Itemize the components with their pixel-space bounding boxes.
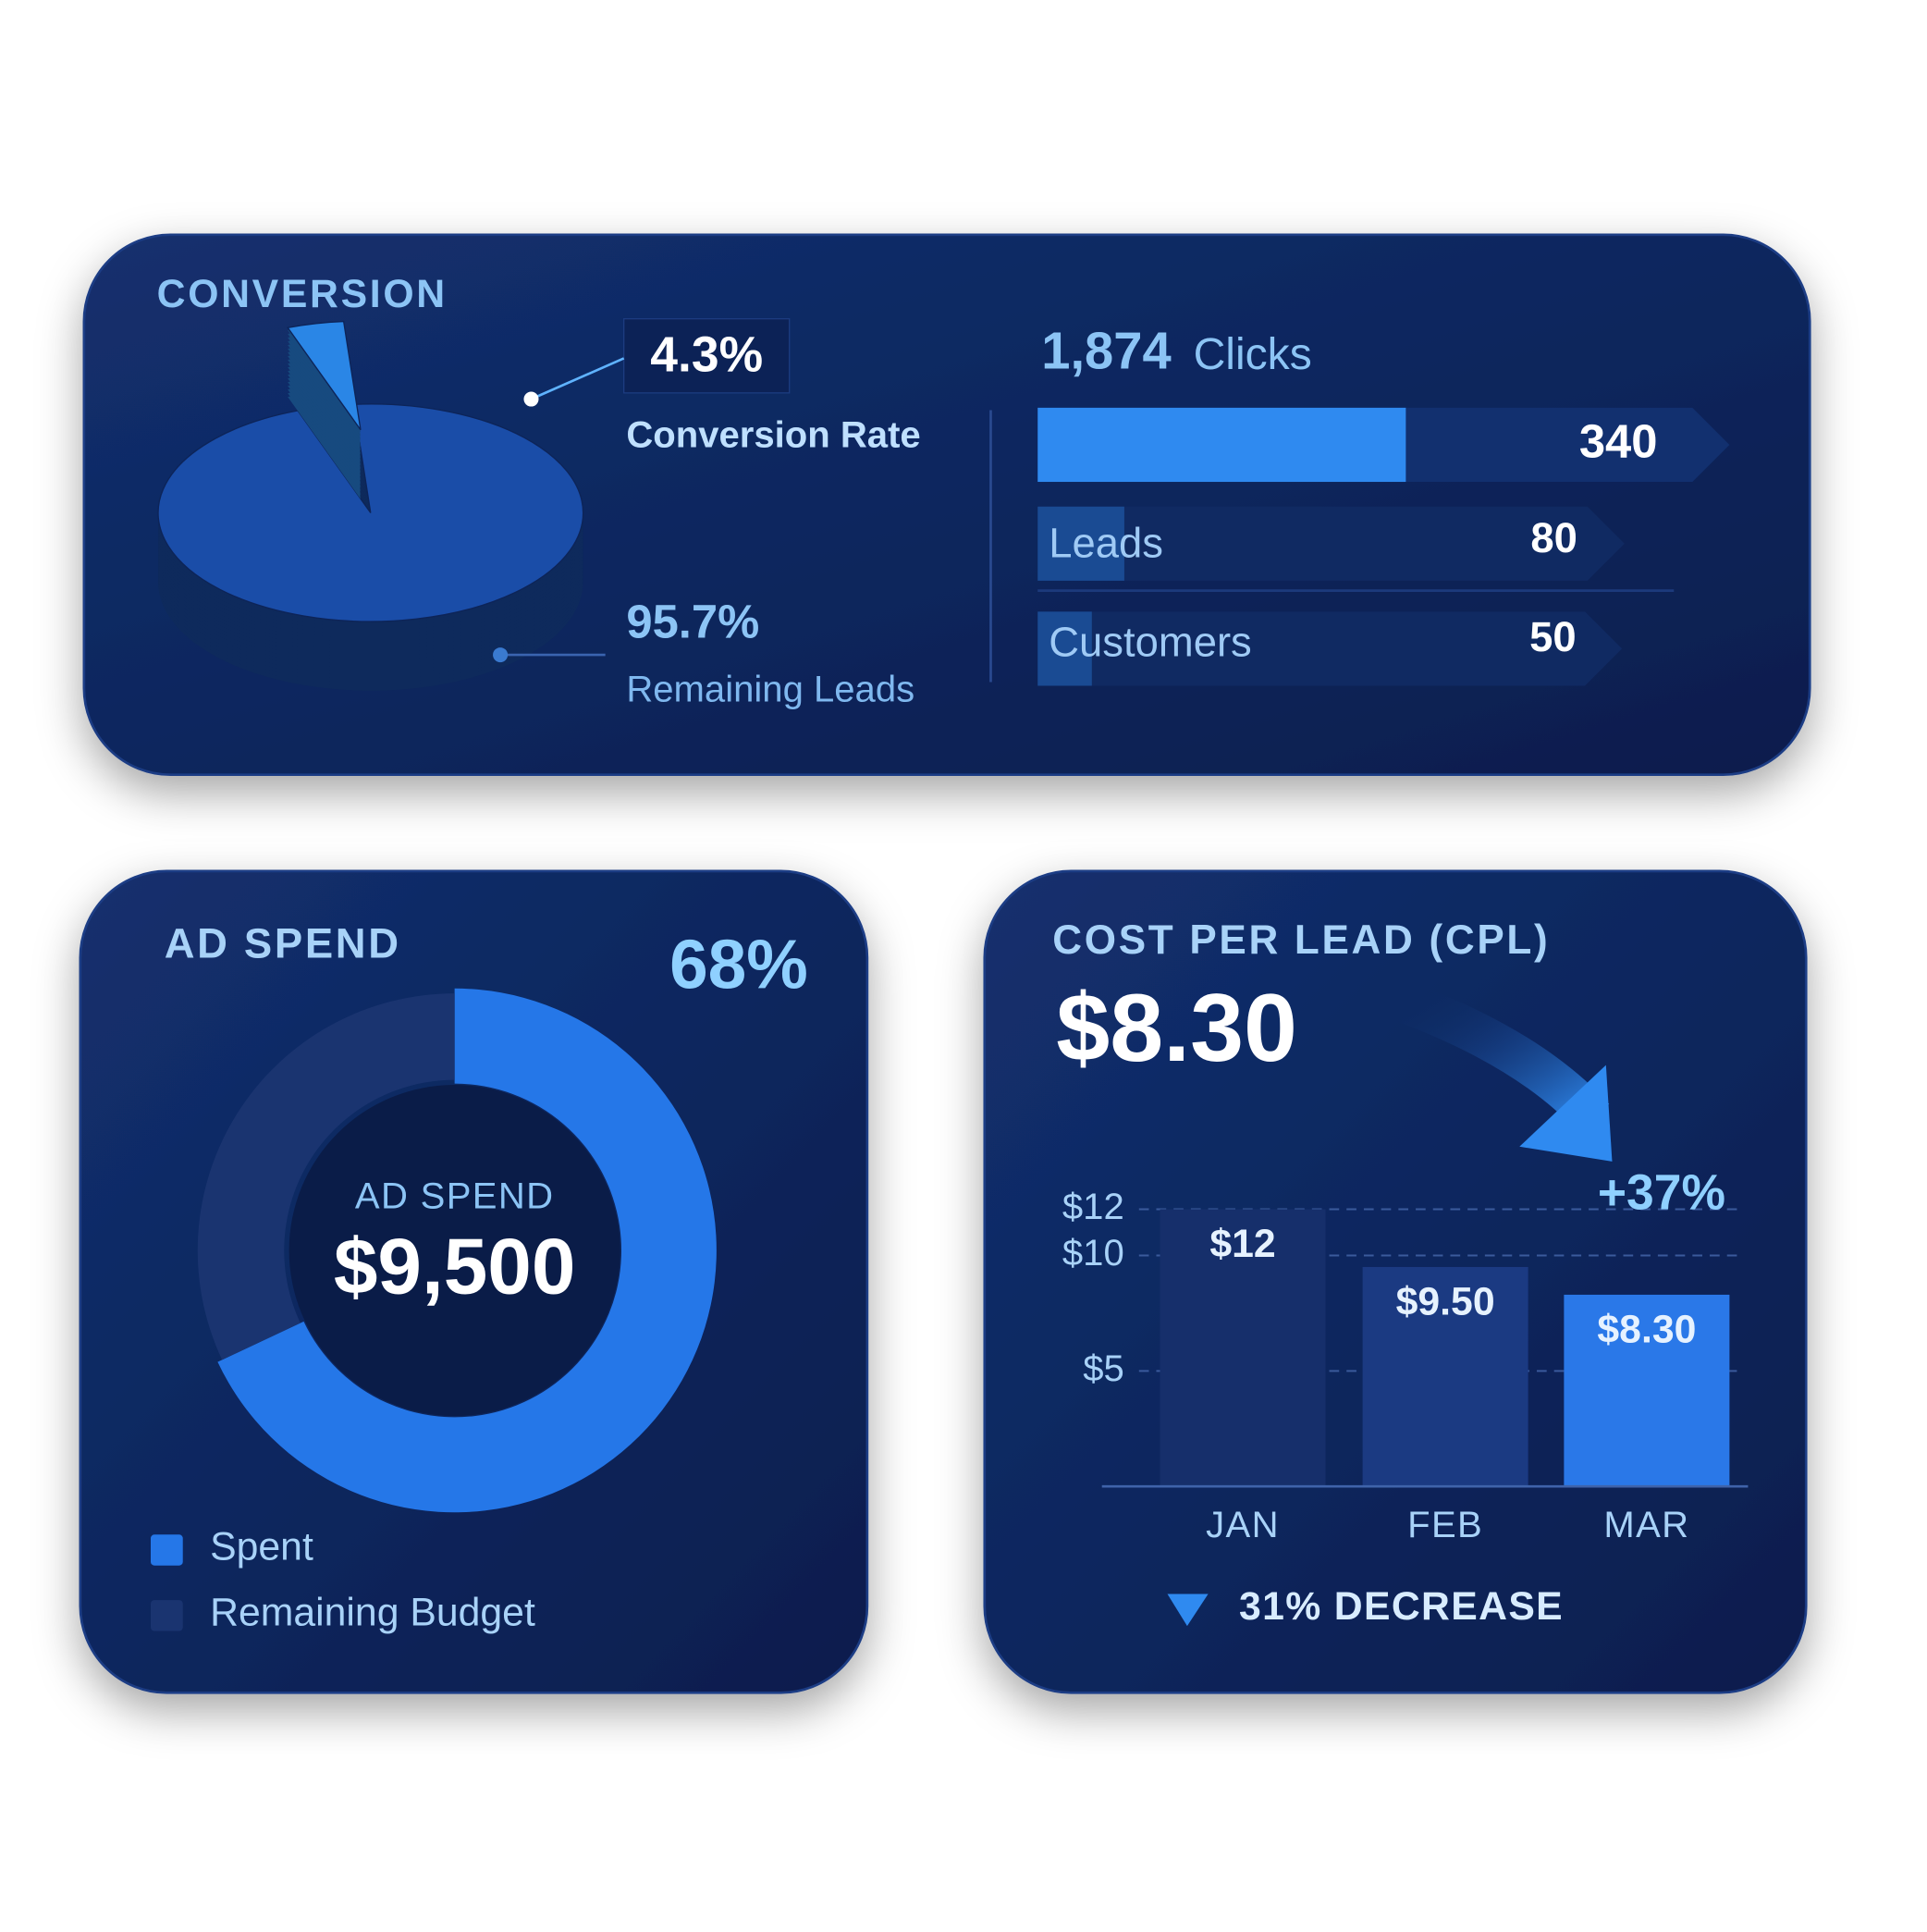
funnel-bar bbox=[1037, 506, 1124, 581]
leader-dot bbox=[523, 391, 539, 407]
value-label: 4.3% bbox=[650, 328, 763, 383]
center-value: $9,500 bbox=[334, 1224, 576, 1311]
total-unit: Clicks bbox=[1194, 329, 1312, 379]
bar-value-label: $8.30 bbox=[1597, 1307, 1696, 1351]
funnel-bar bbox=[1037, 407, 1406, 483]
funnel-row bbox=[1037, 506, 1625, 581]
trend-arrow-head bbox=[1519, 1064, 1613, 1162]
category-label: Remaining Leads bbox=[626, 670, 914, 710]
funnel-row bbox=[1037, 611, 1623, 686]
bar-value-label: $12 bbox=[1209, 1222, 1275, 1266]
funnel-value: 340 bbox=[1579, 414, 1658, 467]
x-tick-label: MAR bbox=[1603, 1505, 1689, 1545]
annotation: 31% DECREASE bbox=[1239, 1584, 1564, 1629]
chart-title: AD SPEND bbox=[165, 919, 401, 966]
bar bbox=[1362, 1266, 1528, 1487]
value-box bbox=[623, 318, 791, 394]
funnel-label: Leads bbox=[1049, 520, 1163, 567]
y-tick-label: $10 bbox=[1062, 1233, 1124, 1274]
y-tick-label: $5 bbox=[1083, 1348, 1124, 1389]
donut-segment bbox=[197, 993, 455, 1360]
x-tick-label: JAN bbox=[1206, 1505, 1280, 1545]
leader bbox=[530, 357, 625, 400]
pie-slice bbox=[287, 320, 362, 431]
pie-slice bbox=[157, 403, 584, 622]
value-label: 95.7% bbox=[626, 595, 759, 647]
legend-swatch bbox=[150, 1534, 183, 1566]
bar-value-label: $9.50 bbox=[1396, 1279, 1495, 1323]
chart-title: CONVERSION bbox=[157, 272, 448, 316]
legend-label: Remaining Budget bbox=[210, 1590, 535, 1634]
leader-dot bbox=[493, 647, 509, 663]
funnel-bar bbox=[1037, 611, 1092, 686]
annotation: +37% bbox=[1598, 1165, 1725, 1220]
category-label: Conversion Rate bbox=[626, 415, 920, 456]
center-label: AD SPEND bbox=[355, 1175, 555, 1216]
headline-value: $8.30 bbox=[1056, 975, 1297, 1082]
total-value: 1,874 bbox=[1041, 321, 1171, 379]
donut-segment bbox=[217, 988, 717, 1513]
bar bbox=[1564, 1294, 1730, 1487]
donut-hole bbox=[288, 1085, 620, 1417]
bar bbox=[1160, 1209, 1326, 1487]
legend-swatch bbox=[150, 1600, 183, 1631]
percent-label: 68% bbox=[669, 926, 808, 1003]
x-tick-label: FEB bbox=[1407, 1505, 1483, 1545]
funnel-label: Customers bbox=[1049, 618, 1252, 665]
y-tick-label: $12 bbox=[1062, 1187, 1124, 1227]
legend-label: Spent bbox=[210, 1525, 313, 1569]
scaled-layer: CONVERSION 4.3% Conversion Rate 95.7% Remain… bbox=[79, 233, 1811, 1694]
chart-title: COST PER LEAD (CPL) bbox=[1052, 917, 1550, 963]
decrease-icon bbox=[1167, 1594, 1209, 1627]
funnel-value: 80 bbox=[1530, 514, 1577, 561]
funnel-value: 50 bbox=[1529, 613, 1577, 660]
